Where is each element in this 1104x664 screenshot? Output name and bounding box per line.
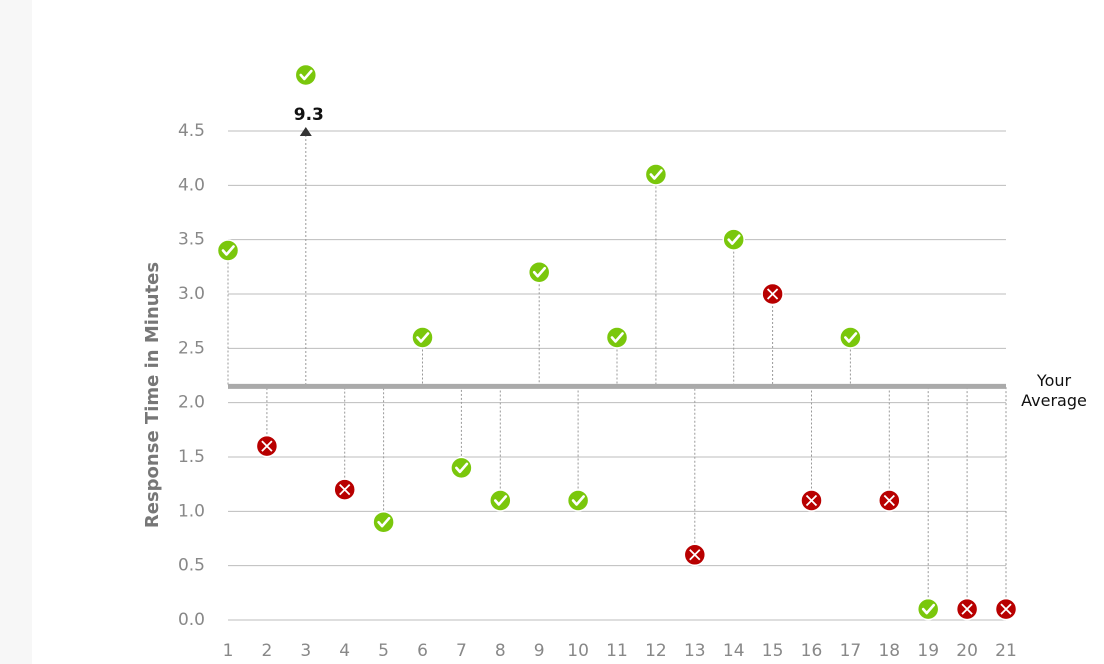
x-tick-label: 2	[261, 641, 272, 661]
y-tick-label: 2.5	[178, 338, 205, 358]
miss-marker	[955, 597, 979, 621]
marker-circle	[566, 489, 590, 512]
marker-circle	[216, 239, 240, 262]
x-tick-label: 12	[645, 641, 667, 661]
hit-marker	[372, 510, 395, 534]
y-tick-label: 0.0	[178, 610, 205, 630]
x-tick-label: 4	[339, 641, 350, 661]
hit-marker	[489, 489, 512, 512]
cross-icon	[961, 603, 973, 615]
miss-marker	[761, 282, 784, 306]
miss-marker	[255, 434, 279, 458]
check-icon	[921, 603, 935, 615]
side-panel	[0, 0, 32, 664]
x-tick-label: 5	[378, 641, 389, 661]
x-tick-label: 1	[223, 641, 234, 661]
marker-circle	[411, 326, 434, 349]
x-tick-label: 19	[917, 641, 939, 661]
miss-marker	[683, 543, 707, 567]
marker-circle	[839, 326, 862, 349]
check-icon	[221, 245, 235, 256]
x-tick-label: 3	[300, 641, 311, 661]
y-tick-label: 4.0	[178, 175, 205, 195]
x-tick-label: 17	[840, 641, 862, 661]
x-tick-label: 8	[495, 641, 506, 661]
x-tick-label: 10	[567, 641, 589, 661]
miss-marker	[994, 597, 1018, 621]
miss-marker	[800, 489, 823, 512]
x-tick-label: 9	[534, 641, 545, 661]
x-tick-label: 6	[417, 641, 428, 661]
x-tick-label: 20	[956, 641, 978, 661]
marker-circle	[605, 326, 629, 349]
y-tick-label: 0.5	[178, 556, 205, 576]
average-label: Your Average	[1021, 371, 1087, 410]
check-icon	[571, 495, 585, 506]
marker-circle	[489, 489, 512, 512]
cross-icon	[766, 288, 779, 300]
y-tick-label: 1.0	[178, 501, 205, 521]
hit-marker	[839, 326, 862, 349]
check-icon	[416, 332, 430, 343]
cross-icon	[689, 549, 701, 561]
x-tick-label: 15	[762, 641, 784, 661]
hit-marker	[916, 597, 940, 621]
hit-marker	[722, 228, 745, 251]
cross-icon	[883, 494, 895, 507]
marker-circle	[722, 228, 745, 251]
y-axis-label: Response Time in Minutes	[142, 262, 163, 528]
y-tick-label: 2.0	[178, 393, 205, 413]
marker-circle	[450, 456, 473, 480]
cross-icon	[339, 483, 351, 496]
value-label: 9.3	[294, 105, 324, 125]
marker-circle	[372, 510, 395, 534]
marker-circle	[527, 261, 551, 284]
check-icon	[844, 332, 858, 343]
miss-marker	[878, 489, 901, 512]
hit-marker	[566, 489, 590, 512]
miss-marker	[333, 478, 356, 501]
x-tick-label: 18	[878, 641, 900, 661]
y-tick-label: 1.5	[178, 447, 205, 467]
hit-marker	[605, 326, 629, 349]
y-tick-label: 4.5	[178, 121, 205, 141]
cross-icon	[805, 494, 818, 507]
hit-marker	[294, 63, 318, 87]
marker-circle	[294, 63, 318, 87]
check-icon	[532, 266, 546, 278]
hit-marker	[644, 163, 668, 186]
x-tick-label: 14	[723, 641, 745, 661]
check-icon	[455, 462, 469, 474]
check-icon	[610, 332, 624, 343]
marker-circle	[644, 163, 668, 186]
check-icon	[299, 69, 313, 81]
hit-marker	[450, 456, 473, 480]
cross-icon	[1000, 603, 1012, 615]
hit-marker	[527, 261, 551, 284]
check-icon	[649, 169, 663, 180]
hit-marker	[411, 326, 434, 349]
hit-marker	[216, 239, 240, 262]
cross-icon	[261, 440, 273, 452]
y-tick-label: 3.0	[178, 284, 205, 304]
x-tick-label: 7	[456, 641, 467, 661]
x-tick-label: 11	[606, 641, 628, 661]
x-tick-label: 16	[801, 641, 823, 661]
drop-lines	[227, 131, 1007, 610]
x-tick-label: 21	[995, 641, 1017, 661]
y-tick-label: 3.5	[178, 230, 205, 250]
check-icon	[377, 516, 391, 528]
x-tick-label: 13	[684, 641, 706, 661]
marker-circle	[916, 597, 940, 621]
check-icon	[494, 495, 508, 506]
overflow-arrow	[299, 127, 312, 136]
check-icon	[727, 234, 741, 245]
